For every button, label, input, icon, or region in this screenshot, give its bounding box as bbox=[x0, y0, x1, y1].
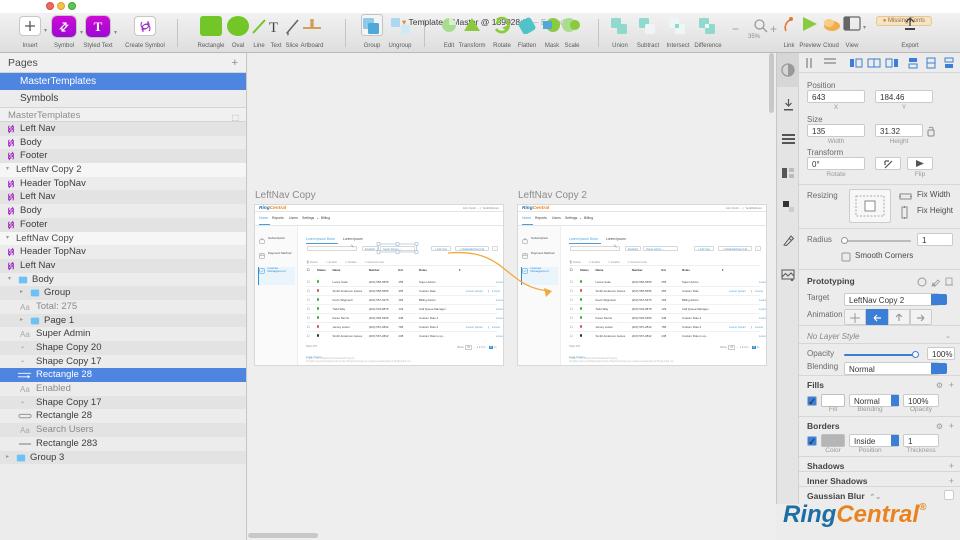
svg-text:T: T bbox=[269, 20, 278, 36]
